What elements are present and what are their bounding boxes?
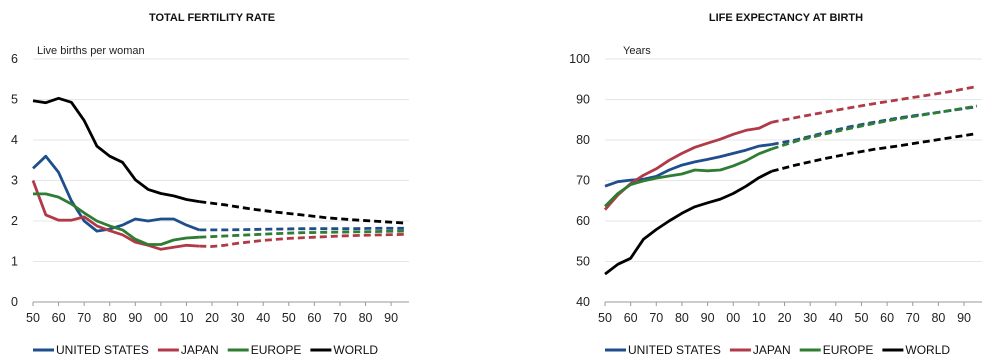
- x-tick-label: 20: [205, 311, 219, 325]
- x-tick-label: 30: [231, 311, 245, 325]
- historical-series-line: [604, 147, 773, 208]
- legend-label: WORLD: [333, 343, 378, 357]
- legend-label: EUROPE: [823, 343, 874, 357]
- fertility-y-unit-label: Live births per woman: [37, 45, 145, 57]
- projection-series-line: [771, 85, 978, 124]
- y-tick-label: 0: [11, 295, 18, 309]
- historical-series-line: [31, 180, 200, 251]
- x-tick-label: 20: [778, 311, 792, 325]
- x-tick-label: 70: [77, 311, 91, 325]
- projection-series-line: [199, 200, 404, 225]
- y-tick-label: 60: [576, 214, 590, 228]
- fertility-x-tick-labels: 50 60 70 80 90 00 10 20 30 40 50 60 70 80 90: [26, 302, 398, 325]
- legend-label: WORLD: [905, 343, 950, 357]
- y-tick-label: 6: [11, 52, 18, 66]
- x-tick-label: 70: [649, 311, 663, 325]
- fertility-series-lines: [31, 96, 404, 251]
- legend-label: JAPAN: [181, 343, 219, 357]
- y-tick-label: 50: [576, 255, 590, 269]
- x-tick-label: 50: [282, 311, 296, 325]
- x-tick-label: 80: [359, 311, 373, 325]
- fertility-legend: UNITED STATES JAPAN EUROPE WORLD: [33, 343, 378, 357]
- life-expectancy-x-tick-labels: 50 60 70 80 90 00 10 20 30 40 50 60 70 80 90: [598, 302, 971, 325]
- x-tick-label: 90: [957, 311, 971, 325]
- x-tick-label: 60: [624, 311, 638, 325]
- x-tick-label: 10: [180, 311, 194, 325]
- life-expectancy-series-lines: [603, 85, 978, 276]
- x-tick-label: 50: [855, 311, 869, 325]
- x-tick-label: 70: [333, 311, 347, 325]
- life-expectancy-y-tick-labels: 40 50 60 70 80 90 100: [569, 52, 590, 309]
- x-tick-label: 60: [52, 311, 66, 325]
- y-tick-label: 2: [11, 214, 18, 228]
- y-tick-label: 90: [576, 93, 590, 107]
- historical-series-line: [604, 143, 772, 188]
- projection-series-line: [771, 132, 978, 173]
- x-tick-label: 00: [726, 311, 740, 325]
- historical-series-line: [603, 120, 773, 211]
- x-tick-label: 40: [829, 311, 843, 325]
- life-expectancy-panel: LIFE EXPECTANCY AT BIRTH Years 40 50 60 70 8…: [569, 12, 982, 325]
- x-tick-label: 80: [675, 311, 689, 325]
- projection-series-line: [771, 104, 978, 151]
- y-tick-label: 5: [11, 93, 18, 107]
- fertility-y-tick-labels: 0 1 2 3 4 5 6: [11, 52, 18, 309]
- legend-label: UNITED STATES: [628, 343, 721, 357]
- historical-series-line: [604, 169, 773, 276]
- fertility-chart-title: TOTAL FERTILITY RATE: [149, 12, 275, 24]
- x-tick-label: 10: [752, 311, 766, 325]
- fertility-gridlines: [33, 58, 409, 303]
- y-tick-label: 3: [11, 174, 18, 188]
- x-tick-label: 00: [154, 311, 168, 325]
- y-tick-label: 40: [576, 295, 590, 309]
- life-expectancy-chart-title: LIFE EXPECTANCY AT BIRTH: [709, 12, 863, 24]
- x-tick-label: 50: [26, 311, 40, 325]
- y-tick-label: 70: [576, 174, 590, 188]
- historical-series-line: [32, 96, 200, 203]
- x-tick-label: 90: [128, 311, 142, 325]
- legend-label: EUROPE: [251, 343, 302, 357]
- x-tick-label: 60: [880, 311, 894, 325]
- projection-series-line: [199, 229, 404, 239]
- y-tick-label: 80: [576, 133, 590, 147]
- fertility-panel: TOTAL FERTILITY RATE Live births per wom…: [11, 12, 409, 325]
- x-tick-label: 40: [256, 311, 270, 325]
- historical-series-line: [33, 192, 200, 246]
- life-expectancy-legend: UNITED STATES JAPAN EUROPE WORLD: [605, 343, 950, 357]
- legend-label: UNITED STATES: [56, 343, 149, 357]
- x-tick-label: 80: [931, 311, 945, 325]
- x-tick-label: 90: [701, 311, 715, 325]
- projection-series-line: [199, 226, 404, 232]
- x-tick-label: 90: [384, 311, 398, 325]
- x-tick-label: 70: [906, 311, 920, 325]
- y-tick-label: 100: [569, 52, 590, 66]
- x-tick-label: 80: [103, 311, 117, 325]
- life-expectancy-y-unit-label: Years: [623, 45, 651, 57]
- x-tick-label: 50: [598, 311, 612, 325]
- x-tick-label: 30: [803, 311, 817, 325]
- y-tick-label: 4: [11, 133, 18, 147]
- x-tick-label: 60: [307, 311, 321, 325]
- legend-label: JAPAN: [753, 343, 791, 357]
- projection-series-line: [199, 233, 404, 248]
- y-tick-label: 1: [11, 255, 18, 269]
